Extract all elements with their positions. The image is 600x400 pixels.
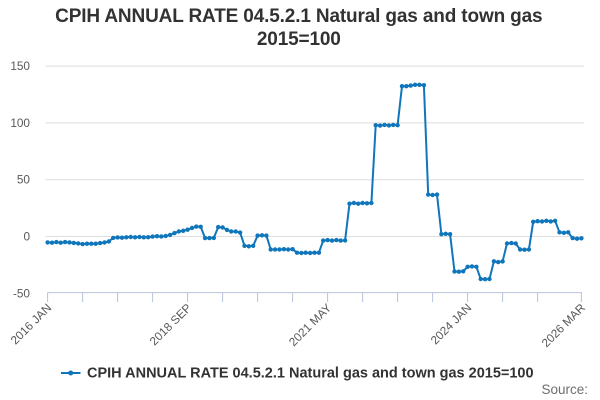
svg-text:2018 SEP: 2018 SEP <box>147 301 195 349</box>
svg-text:0: 0 <box>23 230 30 244</box>
svg-text:100: 100 <box>10 116 30 130</box>
svg-text:2016 JAN: 2016 JAN <box>8 301 55 348</box>
svg-text:CPIH ANNUAL RATE 04.5.2.1 Natu: CPIH ANNUAL RATE 04.5.2.1 Natural gas an… <box>87 366 534 382</box>
svg-text:Source:: Source: <box>541 382 588 397</box>
svg-text:150: 150 <box>10 59 30 73</box>
svg-text:50: 50 <box>17 173 31 187</box>
svg-text:2026 MAR: 2026 MAR <box>539 301 588 350</box>
svg-text:2015=100: 2015=100 <box>257 29 341 50</box>
svg-text:2021 MAY: 2021 MAY <box>286 301 334 349</box>
svg-text:2024 JAN: 2024 JAN <box>428 301 475 348</box>
svg-text:-50: -50 <box>13 286 30 300</box>
svg-text:CPIH ANNUAL RATE 04.5.2.1 Natu: CPIH ANNUAL RATE 04.5.2.1 Natural gas an… <box>55 6 542 27</box>
